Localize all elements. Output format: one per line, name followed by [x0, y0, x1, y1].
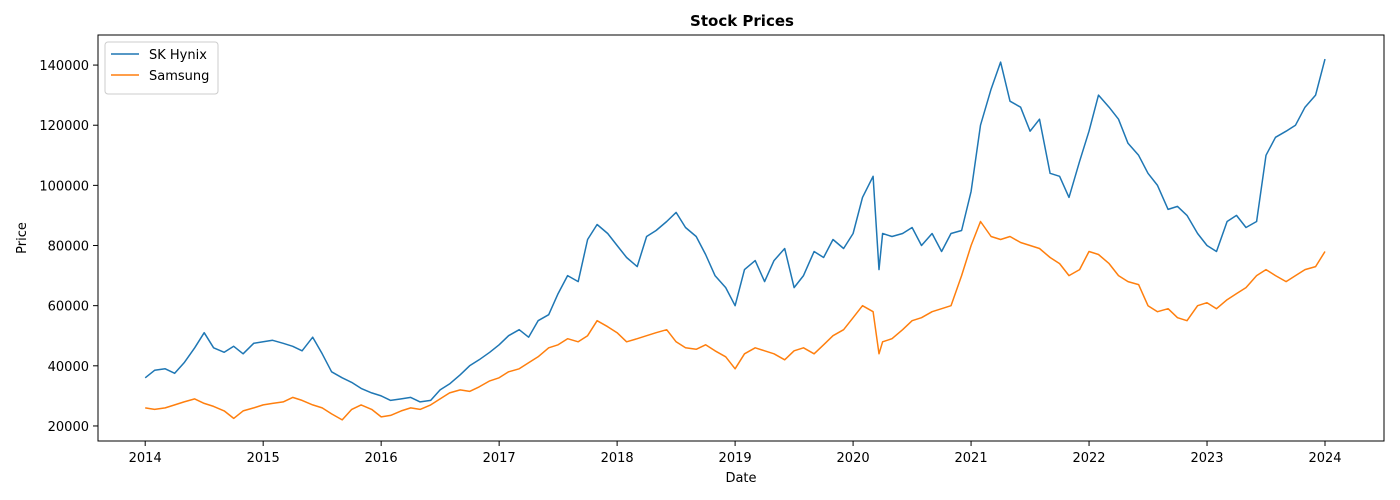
y-tick-label: 40000 — [48, 360, 89, 375]
y-tick-label: 20000 — [48, 420, 89, 435]
x-tick-label: 2016 — [365, 451, 398, 466]
legend: SK Hynix Samsung — [104, 41, 219, 95]
x-tick-label: 2015 — [247, 451, 280, 466]
x-tick-label: 2018 — [601, 451, 634, 466]
x-tick-label: 2017 — [483, 451, 516, 466]
x-tick-label: 2019 — [719, 451, 752, 466]
x-tick-label: 2021 — [955, 451, 988, 466]
series-line-1 — [145, 220, 1326, 421]
x-tick-label: 2020 — [837, 451, 870, 466]
y-tick-label: 80000 — [48, 240, 89, 255]
y-axis-label: Price — [15, 222, 30, 254]
legend-label-0: SK Hynix — [149, 48, 207, 63]
x-axis: 2014 2015 2016 2017 2018 2019 2020 2021 2022 2023… — [129, 441, 1342, 466]
y-tick-label: 140000 — [39, 59, 89, 74]
legend-label-1: Samsung — [149, 69, 209, 84]
x-axis-label: Date — [725, 471, 756, 486]
chart-title: Stock Prices — [690, 12, 794, 30]
y-tick-label: 60000 — [48, 300, 89, 315]
plot-frame — [97, 34, 1385, 442]
y-tick-label: 100000 — [39, 179, 89, 194]
x-tick-label: 2024 — [1308, 451, 1341, 466]
y-tick-label: 120000 — [39, 119, 89, 134]
legend-box — [104, 41, 219, 95]
x-tick-label: 2014 — [129, 451, 162, 466]
series-line-0 — [144, 58, 1326, 403]
plot-area — [144, 58, 1326, 421]
x-tick-label: 2023 — [1190, 451, 1223, 466]
x-tick-label: 2022 — [1072, 451, 1105, 466]
y-axis: 20000 40000 60000 80000 100000 120000 140000 — [39, 59, 98, 435]
